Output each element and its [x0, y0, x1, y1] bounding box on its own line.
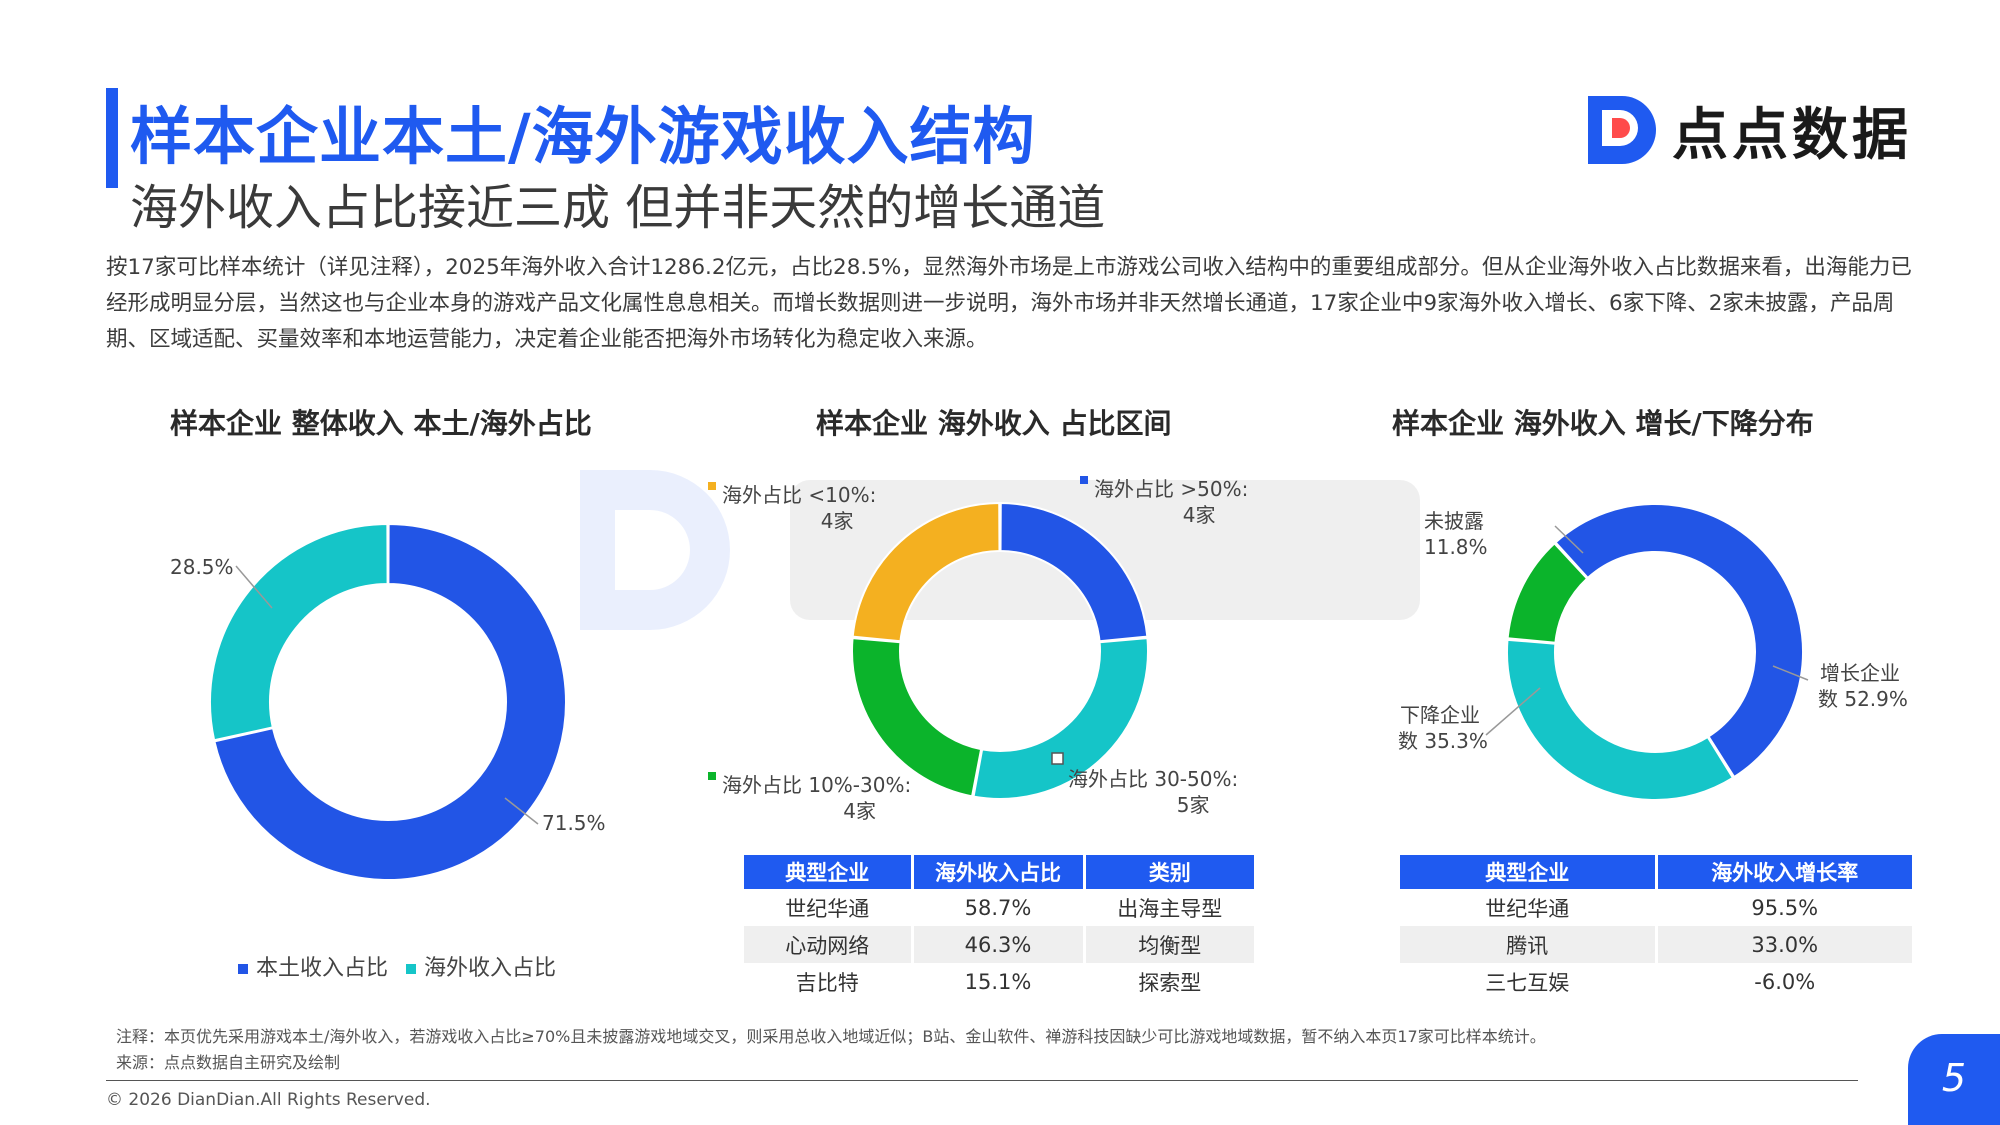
slice-label-overseas: 28.5% — [170, 555, 234, 579]
title-accent-bar — [106, 88, 118, 188]
table-cell: 33.0% — [1656, 926, 1912, 963]
table-cell: -6.0% — [1754, 969, 1816, 994]
copyright: © 2026 DianDian.All Rights Reserved. — [106, 1090, 431, 1110]
table-header: 典型企业 — [744, 855, 914, 889]
table-header: 类别 — [1084, 855, 1254, 889]
table-cell: 15.1% — [912, 963, 1086, 1000]
intro-paragraph: 按17家可比样本统计（详见注释），2025年海外收入合计1286.2亿元，占比2… — [106, 255, 1912, 352]
table-cell: 心动网络 — [744, 926, 914, 963]
footnote: 注释：本页优先采用游戏本土/海外收入，若游戏收入占比≥70%且未披露游戏地域交叉… — [116, 1024, 1546, 1076]
slice-label-lt10: 海外占比 <10%: 4家 — [708, 482, 876, 534]
legend-swatch-icon — [708, 772, 716, 780]
slice-label-decline: 下降企业 数 35.3% — [1398, 703, 1488, 753]
footnote-note: 注释：本页优先采用游戏本土/海外收入，若游戏收入占比≥70%且未披露游戏地域交叉… — [116, 1027, 1546, 1046]
brand-logo-icon — [1588, 96, 1656, 164]
legend-swatch-icon — [406, 964, 417, 974]
typical-company-growth-table: 典型企业 海外收入增长率 世纪华通 95.5% 腾讯 33.0% 三七互娱 -6… — [1400, 855, 1912, 1000]
donut-slice-2-1 — [1506, 638, 1735, 801]
table-row: 心动网络 46.3% 均衡型 — [744, 926, 1254, 963]
donut-slice-0-1 — [209, 522, 389, 742]
table-cell: 均衡型 — [1084, 926, 1254, 963]
leader-line — [1485, 687, 1541, 736]
page-title: 样本企业本土/海外游戏收入结构 — [130, 100, 1036, 173]
legend-item-domestic: 本土收入占比 — [238, 950, 388, 982]
table-cell: 探索型 — [1138, 970, 1202, 995]
leader-line — [1554, 525, 1584, 554]
table-cell: 腾讯 — [1400, 926, 1658, 963]
donut-slice-1-0 — [999, 501, 1149, 643]
table-cell: 58.7% — [912, 889, 1086, 926]
page-number: 5 — [1941, 1056, 1967, 1100]
slice-label-30-50: 海外占比 30-50%: 5家 — [1068, 767, 1239, 817]
table-header: 典型企业 — [1400, 855, 1658, 889]
donut-slice-0-0 — [213, 522, 567, 881]
slice-label-growth: 增长企业 数 52.9% — [1818, 661, 1908, 711]
donut-slice-1-3 — [851, 501, 1001, 643]
table-cell: 三七互娱 — [1400, 963, 1658, 1000]
donut-slice-1-2 — [851, 637, 983, 798]
slice-label-undisclosed: 未披露 11.8% — [1424, 509, 1488, 559]
slice-label-10-30: 海外占比 10%-30%: 4家 — [708, 772, 911, 824]
leader-line — [504, 797, 539, 825]
legend-item-overseas: 海外收入占比 — [406, 950, 556, 982]
page-number-badge — [1908, 1034, 2000, 1125]
table-row: 吉比特 15.1% 探索型 — [744, 963, 1254, 1000]
donut-slice-2-0 — [1554, 503, 1804, 779]
legend-swatch-icon — [708, 482, 716, 490]
table-cell: 世纪华通 — [1400, 889, 1658, 926]
slice-label-domestic: 71.5% — [542, 811, 606, 835]
marker-icon — [1051, 752, 1064, 765]
donut-slice-2-2 — [1506, 541, 1589, 644]
legend-swatch-icon — [1080, 476, 1088, 484]
typical-company-share-table: 典型企业 海外收入占比 类别 世纪华通 58.7% 出海主导型 心动网络 46.… — [744, 855, 1254, 1000]
chart1-legend: 本土收入占比 海外收入占比 — [238, 950, 556, 982]
table-cell: 出海主导型 — [1117, 896, 1223, 921]
footer-divider — [106, 1080, 1858, 1081]
leader-line — [235, 565, 273, 609]
slice-label-gt50: 海外占比 >50%: 4家 — [1080, 476, 1248, 528]
table-header: 海外收入增长率 — [1656, 855, 1912, 889]
donut-chart-share-range — [851, 501, 1149, 800]
brand-name: 点点数据 — [1672, 103, 1912, 168]
donut-slice-1-1 — [972, 637, 1149, 800]
page-subtitle: 海外收入占比接近三成 但并非天然的增长通道 — [130, 180, 1106, 236]
chart2-title: 样本企业 海外收入 占比区间 — [816, 407, 1172, 440]
table-row: 世纪华通 95.5% — [1400, 889, 1912, 926]
table-cell: 吉比特 — [744, 963, 914, 1000]
table-header: 海外收入占比 — [912, 855, 1086, 889]
donut-chart-growth — [1506, 503, 1804, 801]
table-cell: 世纪华通 — [744, 889, 914, 926]
legend-swatch-icon — [238, 964, 248, 974]
footnote-source: 来源：点点数据自主研究及绘制 — [116, 1053, 341, 1072]
table-row: 三七互娱 -6.0% — [1400, 963, 1912, 1000]
table-cell: 95.5% — [1751, 895, 1819, 920]
table-cell: 46.3% — [912, 926, 1086, 963]
leader-line — [1772, 665, 1809, 681]
table-row: 世纪华通 58.7% 出海主导型 — [744, 889, 1254, 926]
chart3-title: 样本企业 海外收入 增长/下降分布 — [1392, 407, 1814, 440]
donut-chart-overall — [209, 522, 567, 881]
table-row: 腾讯 33.0% — [1400, 926, 1912, 963]
chart1-title: 样本企业 整体收入 本土/海外占比 — [170, 407, 592, 440]
